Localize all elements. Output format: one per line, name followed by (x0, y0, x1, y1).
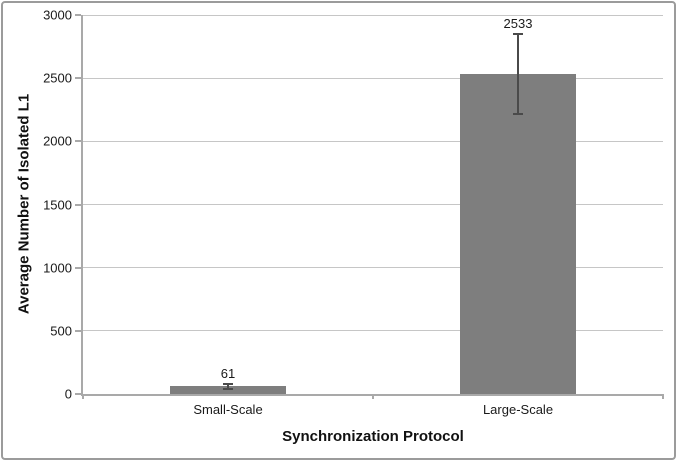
y-axis-tick-mark (75, 77, 81, 80)
y-tick-label: 2500 (43, 70, 72, 86)
gridline (83, 77, 663, 79)
y-axis-tick-mark (75, 14, 81, 16)
y-axis-tick-mark (75, 203, 81, 206)
x-axis-tick-mark (372, 394, 374, 399)
gridline (83, 330, 663, 332)
y-axis-tick-mark (75, 329, 81, 332)
bar-large-scale (460, 73, 576, 394)
x-axis-tick-mark (662, 394, 664, 399)
y-tick-label: 3000 (43, 7, 72, 23)
gridline (83, 14, 663, 16)
y-axis-tick-mark (75, 393, 81, 395)
y-axis-tick-mark (75, 140, 81, 143)
error-bar-cap (513, 32, 523, 35)
error-bar-cap (223, 388, 233, 391)
bar-small-scale (170, 386, 286, 394)
y-axis-tick-labels: 0 500 1000 1500 2000 2500 3000 (0, 8, 72, 402)
plot-area: 61 2533 (75, 14, 664, 399)
category-label: Large-Scale (482, 402, 554, 417)
y-axis-tick-mark (75, 266, 81, 269)
bar-value-label: 2533 (503, 15, 533, 31)
y-tick-label: 0 (64, 386, 72, 402)
category-label: Small-Scale (193, 402, 263, 417)
x-axis-category-labels: Small-Scale Large-Scale (83, 402, 663, 420)
error-bar-cap (223, 382, 233, 385)
gridline (83, 140, 663, 142)
error-bar-cap (513, 113, 523, 116)
x-axis-tick-mark (82, 394, 84, 399)
y-tick-label: 2000 (43, 133, 72, 149)
y-tick-label: 1000 (43, 260, 72, 276)
gridline (83, 267, 663, 269)
error-bar (227, 383, 229, 390)
gridline (83, 204, 663, 205)
y-tick-label: 1500 (43, 197, 72, 212)
error-bar (517, 33, 519, 115)
x-axis-title: Synchronization Protocol (282, 428, 464, 445)
y-tick-label: 500 (50, 323, 72, 339)
bar-value-label: 61 (220, 365, 236, 381)
